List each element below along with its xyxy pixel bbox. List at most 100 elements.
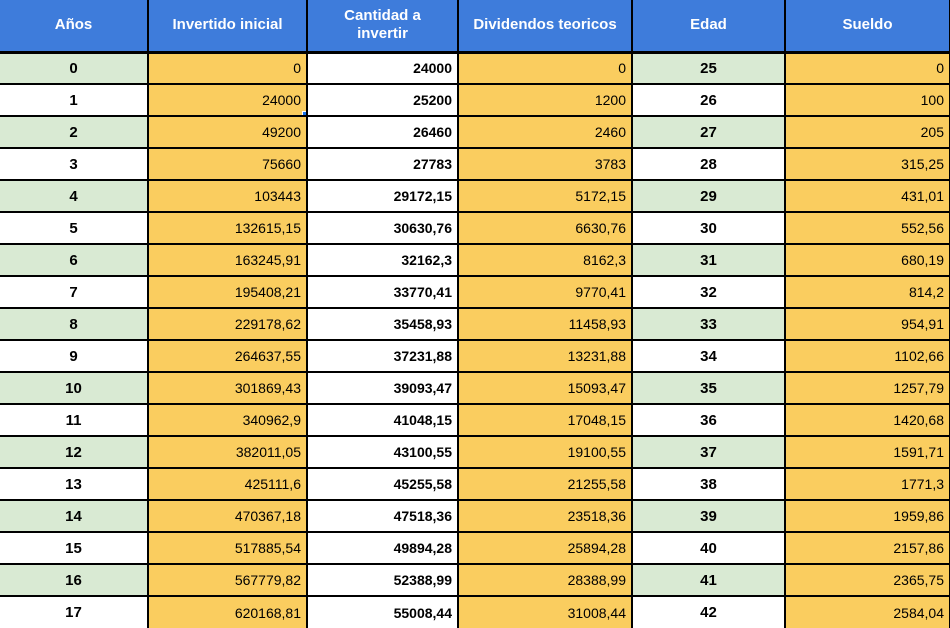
cell-sueldo-row-14[interactable]: 1959,86 xyxy=(784,499,950,533)
cell-sueldo-row-8[interactable]: 954,91 xyxy=(784,307,950,341)
cell-cantidad-a-invertir-row-14[interactable]: 47518,36 xyxy=(306,499,459,533)
cell-invertido-inicial-row-14[interactable]: 470367,18 xyxy=(147,499,308,533)
cell-invertido-inicial-row-16[interactable]: 567779,82 xyxy=(147,563,308,597)
cell-edad-row-15[interactable]: 40 xyxy=(631,531,786,565)
cell-sueldo-row-10[interactable]: 1257,79 xyxy=(784,371,950,405)
cell-cantidad-a-invertir-row-11[interactable]: 41048,15 xyxy=(306,403,459,437)
cell-dividendos-teoricos-row-6[interactable]: 8162,3 xyxy=(457,243,633,277)
cell-invertido-inicial-row-3[interactable]: 75660 xyxy=(147,147,308,181)
column-header-cantidad-a-invertir[interactable]: Cantidad a invertir xyxy=(306,0,459,54)
cell-anos-row-5[interactable]: 5 xyxy=(0,211,149,245)
cell-dividendos-teoricos-row-17[interactable]: 31008,44 xyxy=(457,595,633,628)
cell-anos-row-9[interactable]: 9 xyxy=(0,339,149,373)
cell-anos-row-11[interactable]: 11 xyxy=(0,403,149,437)
cell-invertido-inicial-row-8[interactable]: 229178,62 xyxy=(147,307,308,341)
cell-anos-row-16[interactable]: 16 xyxy=(0,563,149,597)
cell-cantidad-a-invertir-row-0[interactable]: 24000 xyxy=(306,51,459,85)
cell-anos-row-10[interactable]: 10 xyxy=(0,371,149,405)
cell-edad-row-12[interactable]: 37 xyxy=(631,435,786,469)
cell-sueldo-row-15[interactable]: 2157,86 xyxy=(784,531,950,565)
cell-dividendos-teoricos-row-4[interactable]: 5172,15 xyxy=(457,179,633,213)
cell-edad-row-9[interactable]: 34 xyxy=(631,339,786,373)
cell-anos-row-14[interactable]: 14 xyxy=(0,499,149,533)
cell-dividendos-teoricos-row-1[interactable]: 1200 xyxy=(457,83,633,117)
cell-cantidad-a-invertir-row-15[interactable]: 49894,28 xyxy=(306,531,459,565)
cell-dividendos-teoricos-row-10[interactable]: 15093,47 xyxy=(457,371,633,405)
cell-anos-row-3[interactable]: 3 xyxy=(0,147,149,181)
cell-dividendos-teoricos-row-12[interactable]: 19100,55 xyxy=(457,435,633,469)
cell-invertido-inicial-row-5[interactable]: 132615,15 xyxy=(147,211,308,245)
column-header-edad[interactable]: Edad xyxy=(631,0,786,54)
cell-edad-row-5[interactable]: 30 xyxy=(631,211,786,245)
cell-invertido-inicial-row-4[interactable]: 103443 xyxy=(147,179,308,213)
cell-edad-row-14[interactable]: 39 xyxy=(631,499,786,533)
cell-anos-row-7[interactable]: 7 xyxy=(0,275,149,309)
cell-sueldo-row-17[interactable]: 2584,04 xyxy=(784,595,950,628)
cell-sueldo-row-1[interactable]: 100 xyxy=(784,83,950,117)
cell-anos-row-17[interactable]: 17 xyxy=(0,595,149,628)
cell-sueldo-row-9[interactable]: 1102,66 xyxy=(784,339,950,373)
cell-sueldo-row-13[interactable]: 1771,3 xyxy=(784,467,950,501)
cell-edad-row-10[interactable]: 35 xyxy=(631,371,786,405)
cell-sueldo-row-7[interactable]: 814,2 xyxy=(784,275,950,309)
cell-anos-row-8[interactable]: 8 xyxy=(0,307,149,341)
cell-invertido-inicial-row-10[interactable]: 301869,43 xyxy=(147,371,308,405)
cell-edad-row-3[interactable]: 28 xyxy=(631,147,786,181)
cell-dividendos-teoricos-row-13[interactable]: 21255,58 xyxy=(457,467,633,501)
cell-invertido-inicial-row-1[interactable]: 24000 xyxy=(147,83,308,117)
cell-cantidad-a-invertir-row-13[interactable]: 45255,58 xyxy=(306,467,459,501)
cell-anos-row-2[interactable]: 2 xyxy=(0,115,149,149)
cell-dividendos-teoricos-row-15[interactable]: 25894,28 xyxy=(457,531,633,565)
cell-cantidad-a-invertir-row-10[interactable]: 39093,47 xyxy=(306,371,459,405)
cell-invertido-inicial-row-11[interactable]: 340962,9 xyxy=(147,403,308,437)
cell-dividendos-teoricos-row-3[interactable]: 3783 xyxy=(457,147,633,181)
cell-dividendos-teoricos-row-14[interactable]: 23518,36 xyxy=(457,499,633,533)
cell-sueldo-row-11[interactable]: 1420,68 xyxy=(784,403,950,437)
cell-edad-row-1[interactable]: 26 xyxy=(631,83,786,117)
cell-dividendos-teoricos-row-2[interactable]: 2460 xyxy=(457,115,633,149)
cell-anos-row-0[interactable]: 0 xyxy=(0,51,149,85)
cell-sueldo-row-4[interactable]: 431,01 xyxy=(784,179,950,213)
cell-invertido-inicial-row-13[interactable]: 425111,6 xyxy=(147,467,308,501)
cell-anos-row-12[interactable]: 12 xyxy=(0,435,149,469)
cell-cantidad-a-invertir-row-17[interactable]: 55008,44 xyxy=(306,595,459,628)
cell-edad-row-0[interactable]: 25 xyxy=(631,51,786,85)
cell-cantidad-a-invertir-row-4[interactable]: 29172,15 xyxy=(306,179,459,213)
cell-sueldo-row-12[interactable]: 1591,71 xyxy=(784,435,950,469)
cell-invertido-inicial-row-7[interactable]: 195408,21 xyxy=(147,275,308,309)
cell-edad-row-4[interactable]: 29 xyxy=(631,179,786,213)
fill-handle[interactable] xyxy=(302,111,305,114)
cell-invertido-inicial-row-12[interactable]: 382011,05 xyxy=(147,435,308,469)
cell-anos-row-6[interactable]: 6 xyxy=(0,243,149,277)
cell-cantidad-a-invertir-row-12[interactable]: 43100,55 xyxy=(306,435,459,469)
cell-invertido-inicial-row-17[interactable]: 620168,81 xyxy=(147,595,308,628)
cell-sueldo-row-0[interactable]: 0 xyxy=(784,51,950,85)
cell-edad-row-7[interactable]: 32 xyxy=(631,275,786,309)
cell-anos-row-1[interactable]: 1 xyxy=(0,83,149,117)
cell-cantidad-a-invertir-row-6[interactable]: 32162,3 xyxy=(306,243,459,277)
cell-edad-row-17[interactable]: 42 xyxy=(631,595,786,628)
column-header-dividendos-teoricos[interactable]: Dividendos teoricos xyxy=(457,0,633,54)
cell-edad-row-11[interactable]: 36 xyxy=(631,403,786,437)
cell-edad-row-13[interactable]: 38 xyxy=(631,467,786,501)
cell-invertido-inicial-row-0[interactable]: 0 xyxy=(147,51,308,85)
cell-invertido-inicial-row-2[interactable]: 49200 xyxy=(147,115,308,149)
column-header-sueldo[interactable]: Sueldo xyxy=(784,0,950,54)
cell-invertido-inicial-row-6[interactable]: 163245,91 xyxy=(147,243,308,277)
cell-anos-row-4[interactable]: 4 xyxy=(0,179,149,213)
cell-cantidad-a-invertir-row-5[interactable]: 30630,76 xyxy=(306,211,459,245)
cell-cantidad-a-invertir-row-9[interactable]: 37231,88 xyxy=(306,339,459,373)
column-header-anos[interactable]: Años xyxy=(0,0,149,54)
cell-cantidad-a-invertir-row-1[interactable]: 25200 xyxy=(306,83,459,117)
column-header-invertido-inicial[interactable]: Invertido inicial xyxy=(147,0,308,54)
cell-edad-row-8[interactable]: 33 xyxy=(631,307,786,341)
cell-cantidad-a-invertir-row-16[interactable]: 52388,99 xyxy=(306,563,459,597)
cell-dividendos-teoricos-row-8[interactable]: 11458,93 xyxy=(457,307,633,341)
cell-invertido-inicial-row-9[interactable]: 264637,55 xyxy=(147,339,308,373)
cell-anos-row-13[interactable]: 13 xyxy=(0,467,149,501)
cell-invertido-inicial-row-15[interactable]: 517885,54 xyxy=(147,531,308,565)
cell-cantidad-a-invertir-row-7[interactable]: 33770,41 xyxy=(306,275,459,309)
cell-sueldo-row-2[interactable]: 205 xyxy=(784,115,950,149)
cell-edad-row-2[interactable]: 27 xyxy=(631,115,786,149)
cell-sueldo-row-3[interactable]: 315,25 xyxy=(784,147,950,181)
